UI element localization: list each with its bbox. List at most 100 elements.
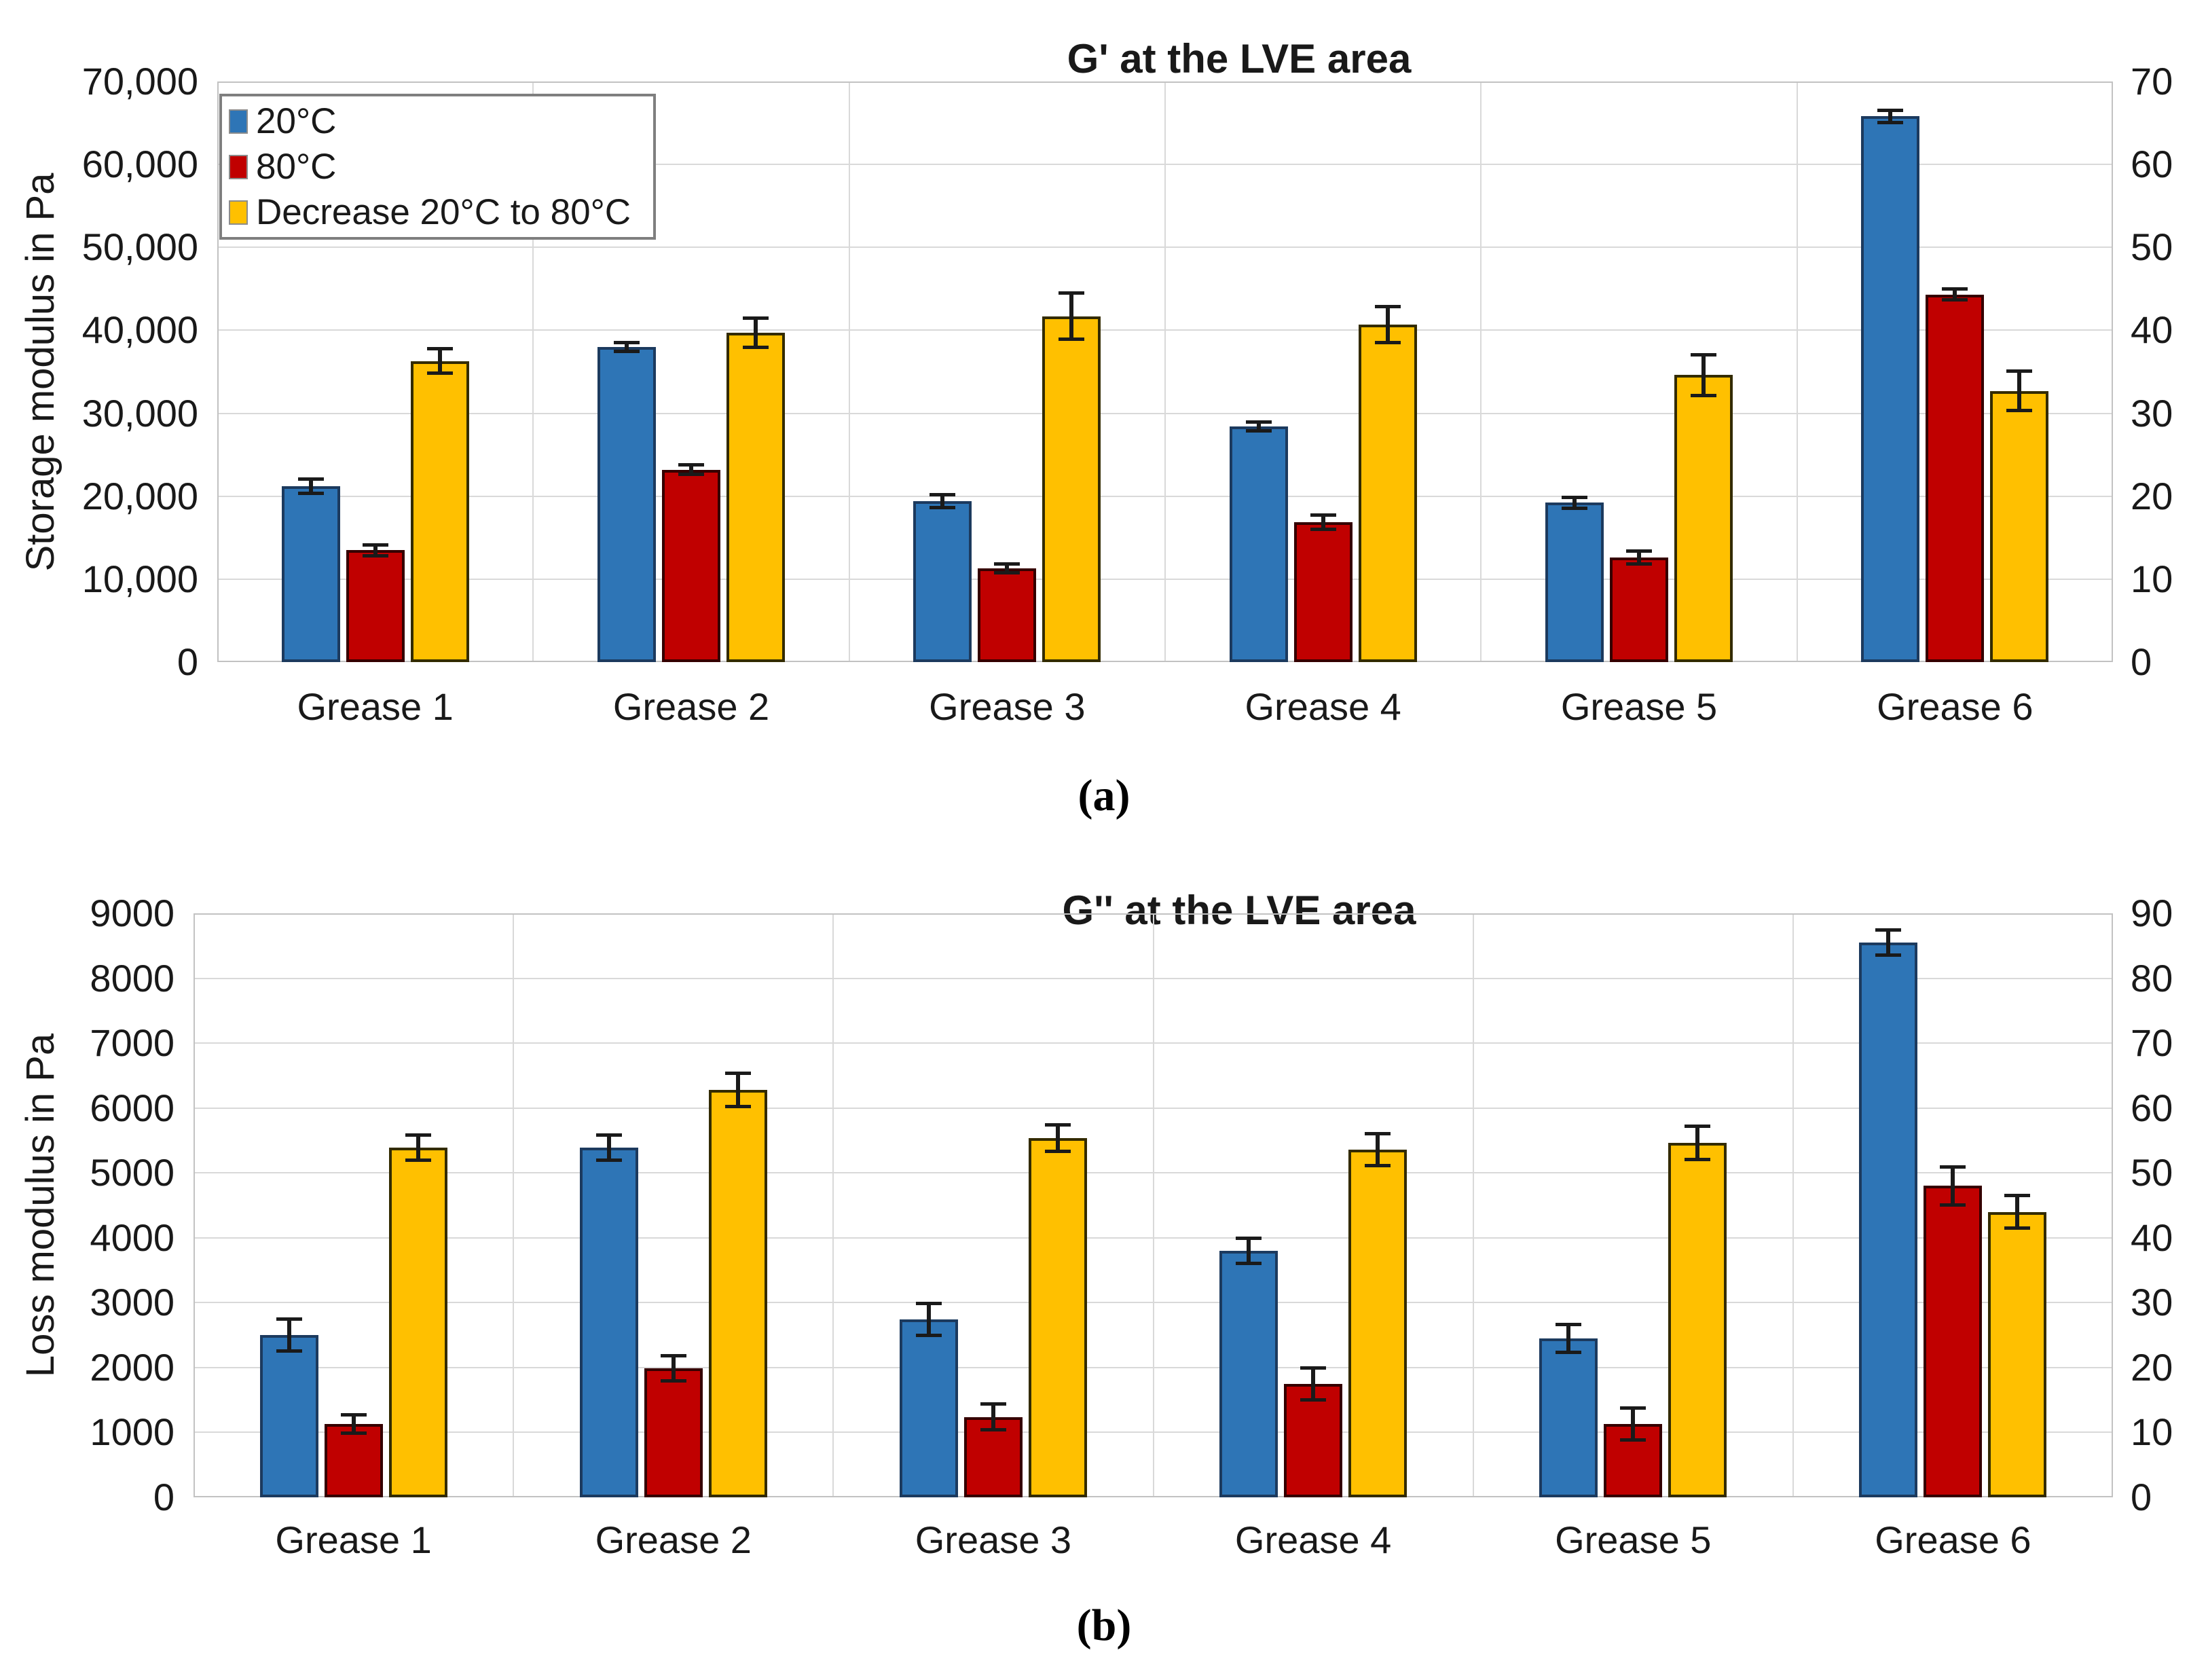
bar-20-c-2 bbox=[579, 1147, 638, 1497]
bar-decrease-20-c-to-80-c-2 bbox=[708, 1089, 767, 1497]
error-bar-line bbox=[1311, 1367, 1316, 1400]
left-tick-label: 10,000 bbox=[81, 557, 198, 600]
left-tick-label: 4000 bbox=[90, 1216, 174, 1259]
error-bar-line bbox=[1005, 563, 1010, 574]
error-bar-cap-bottom bbox=[1300, 1398, 1327, 1402]
x-gridline bbox=[513, 913, 515, 1497]
error-bar-line bbox=[308, 479, 313, 494]
error-bar-cap-bottom bbox=[2004, 1226, 2031, 1230]
right-tick-label: 10 bbox=[2131, 557, 2173, 600]
error-bar-cap-top bbox=[1940, 1165, 1966, 1169]
error-bar-cap-top bbox=[660, 1353, 686, 1357]
legend-item-2: 80°C bbox=[229, 145, 649, 189]
error-bar-line bbox=[754, 318, 758, 348]
error-bar-cap-bottom bbox=[1556, 1350, 1582, 1354]
bar-decrease-20-c-to-80-c-4 bbox=[1358, 324, 1417, 662]
error-bar-line bbox=[1637, 551, 1641, 564]
right-tick-label: 0 bbox=[2131, 640, 2152, 683]
error-bar-line bbox=[2015, 1194, 2020, 1229]
error-bar-cap-bottom bbox=[743, 346, 769, 350]
error-bar-line bbox=[1951, 1166, 1955, 1205]
bar-20-c-4 bbox=[1219, 1250, 1278, 1497]
error-bar-line bbox=[1572, 496, 1577, 509]
error-bar-cap-bottom bbox=[297, 492, 324, 496]
bar-80-c-2 bbox=[662, 469, 720, 662]
left-tick-label: 70,000 bbox=[81, 60, 198, 103]
error-bar-cap-bottom bbox=[405, 1158, 431, 1163]
error-bar-cap-bottom bbox=[1940, 1203, 1966, 1207]
category-label-4: Grease 4 bbox=[1245, 685, 1401, 728]
bar-20-c-6 bbox=[1859, 943, 1918, 1497]
error-bar-cap-bottom bbox=[614, 350, 640, 354]
bar-80-c-2 bbox=[644, 1368, 703, 1497]
category-label-3: Grease 3 bbox=[929, 685, 1086, 728]
x-gridline bbox=[1792, 913, 1794, 1497]
error-bar-cap-top bbox=[276, 1317, 302, 1321]
right-tick-label: 50 bbox=[2131, 1151, 2173, 1194]
error-bar-line bbox=[926, 1303, 931, 1336]
error-bar-cap-bottom bbox=[915, 1334, 942, 1338]
error-bar-cap-top bbox=[2004, 1193, 2031, 1197]
bar-80-c-1 bbox=[346, 550, 405, 662]
right-tick-label: 80 bbox=[2131, 956, 2173, 1000]
category-label-6: Grease 6 bbox=[1877, 685, 2034, 728]
x-gridline bbox=[1152, 913, 1154, 1497]
error-bar-line bbox=[606, 1134, 611, 1161]
error-bar-line bbox=[416, 1134, 420, 1161]
legend-swatch-2 bbox=[229, 155, 248, 179]
error-bar-cap-bottom bbox=[1236, 1262, 1262, 1265]
category-label-1: Grease 1 bbox=[297, 685, 454, 728]
legend-swatch-1 bbox=[229, 109, 248, 134]
left-tick-label: 3000 bbox=[90, 1281, 174, 1324]
x-gridline bbox=[1480, 81, 1482, 662]
legend-label-2: 80°C bbox=[256, 147, 337, 187]
error-bar-line bbox=[1069, 293, 1074, 340]
error-bar-cap-bottom bbox=[1942, 298, 1968, 302]
error-bar-cap-bottom bbox=[1374, 340, 1401, 344]
error-bar-cap-bottom bbox=[1620, 1438, 1646, 1442]
error-bar-line bbox=[1247, 1237, 1251, 1264]
error-bar-line bbox=[1631, 1408, 1636, 1440]
error-bar-cap-bottom bbox=[1059, 337, 1085, 341]
error-bar-line bbox=[287, 1319, 291, 1351]
error-bar-cap-bottom bbox=[426, 371, 453, 375]
error-bar-cap-top bbox=[1875, 928, 1902, 932]
bar-20-c-6 bbox=[1861, 116, 1920, 662]
category-label-5: Grease 5 bbox=[1560, 685, 1718, 728]
x-gridline bbox=[1796, 81, 1798, 662]
error-bar-line bbox=[1321, 514, 1325, 530]
left-tick-label: 60,000 bbox=[81, 143, 198, 186]
right-tick-label: 40 bbox=[2131, 308, 2173, 352]
left-tick-label: 9000 bbox=[90, 892, 174, 934]
error-bar-cap-bottom bbox=[2006, 408, 2033, 412]
error-bar-cap-bottom bbox=[595, 1158, 622, 1163]
error-bar-cap-top bbox=[426, 347, 453, 351]
bar-80-c-6 bbox=[1926, 294, 1985, 662]
error-bar-line bbox=[1055, 1124, 1060, 1152]
right-tick-label: 30 bbox=[2131, 1281, 2173, 1324]
left-tick-label: 0 bbox=[177, 640, 198, 683]
error-bar-cap-top bbox=[340, 1412, 367, 1417]
error-bar-line bbox=[1695, 1126, 1700, 1161]
error-bar-cap-top bbox=[1245, 420, 1272, 424]
error-bar-cap-bottom bbox=[994, 571, 1020, 575]
right-tick-label: 0 bbox=[2131, 1476, 2152, 1518]
bar-decrease-20-c-to-80-c-2 bbox=[726, 333, 785, 662]
right-tick-label: 20 bbox=[2131, 1345, 2173, 1389]
error-bar-cap-top bbox=[1044, 1122, 1071, 1127]
bar-80-c-4 bbox=[1293, 522, 1353, 662]
error-bar-cap-bottom bbox=[1365, 1163, 1391, 1167]
left-tick-label: 5000 bbox=[90, 1151, 174, 1194]
bar-20-c-3 bbox=[899, 1319, 958, 1497]
right-tick-label: 70 bbox=[2131, 1021, 2173, 1065]
error-bar-line bbox=[940, 494, 945, 508]
error-bar-cap-bottom bbox=[1691, 393, 1716, 397]
error-bar-line bbox=[351, 1414, 356, 1434]
chart-b-title: G'' at the LVE area bbox=[1062, 887, 1416, 933]
error-bar-line bbox=[671, 1355, 676, 1381]
left-tick-label: 20,000 bbox=[81, 474, 198, 517]
error-bar-line bbox=[1385, 306, 1390, 343]
left-tick-label: 6000 bbox=[90, 1086, 174, 1129]
